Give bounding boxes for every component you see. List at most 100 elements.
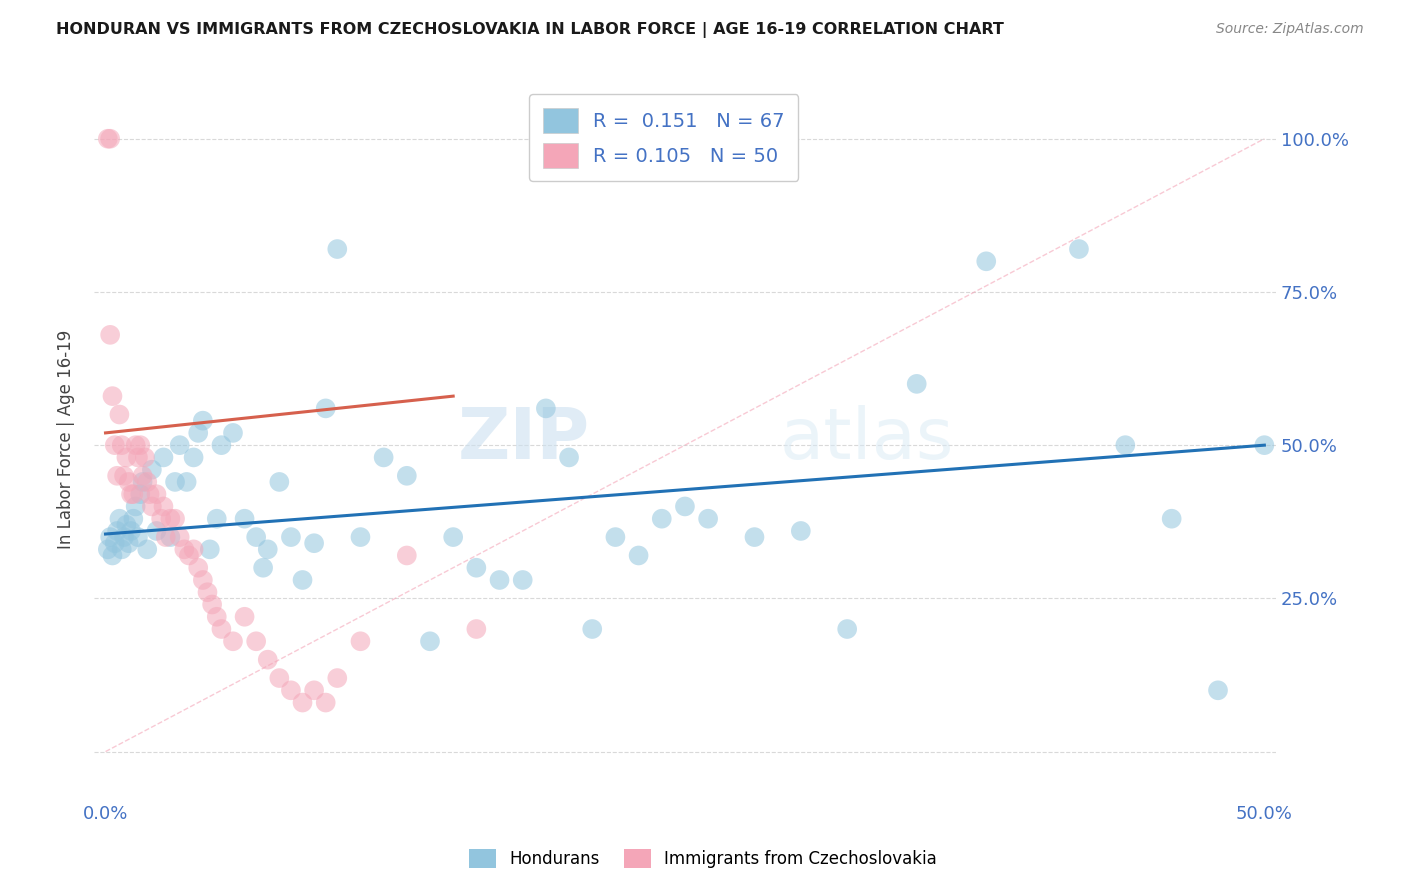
Point (651, 512, 673, 526)
Point (1253, 438, 1275, 452)
Point (104, 438, 127, 452)
Point (198, 542, 221, 557)
Point (197, 585, 219, 599)
Point (905, 376, 928, 391)
Point (136, 475, 159, 489)
Point (627, 549, 650, 563)
Point (837, 622, 859, 636)
Point (129, 438, 152, 452)
Point (209, 438, 232, 452)
Point (141, 463, 163, 477)
Point (134, 450, 156, 465)
Point (373, 450, 395, 465)
Point (187, 560, 209, 574)
Point (155, 530, 177, 544)
Point (150, 512, 173, 526)
Point (141, 500, 163, 514)
Point (256, 653, 278, 667)
Point (697, 512, 720, 526)
Point (131, 475, 153, 489)
Point (326, 242, 349, 256)
Point (98, 327, 121, 342)
Point (222, 425, 245, 440)
Point (269, 475, 291, 489)
Point (105, 524, 128, 538)
Point (534, 401, 557, 416)
Point (101, 549, 124, 563)
Point (152, 500, 174, 514)
Point (169, 530, 191, 544)
Point (974, 254, 997, 268)
Point (488, 573, 510, 587)
Point (256, 542, 278, 557)
Point (349, 634, 371, 648)
Point (97, 542, 120, 557)
Point (131, 468, 153, 483)
Point (191, 414, 214, 428)
Y-axis label: In Labor Force | Age 16-19: In Labor Force | Age 16-19 (58, 329, 75, 549)
Point (122, 512, 145, 526)
Point (222, 634, 245, 648)
Point (673, 500, 696, 514)
Point (152, 450, 174, 465)
Point (605, 530, 627, 544)
Point (233, 512, 256, 526)
Text: HONDURAN VS IMMIGRANTS FROM CZECHOSLOVAKIA IN LABOR FORCE | AGE 16-19 CORRELATIO: HONDURAN VS IMMIGRANTS FROM CZECHOSLOVAK… (56, 22, 1004, 38)
Point (419, 634, 441, 648)
Point (98, 132, 121, 146)
Point (395, 468, 418, 483)
Point (118, 536, 141, 550)
Point (183, 542, 205, 557)
Text: atlas: atlas (779, 405, 953, 474)
Point (127, 450, 149, 465)
Point (465, 560, 488, 574)
Point (177, 549, 200, 563)
Point (101, 389, 124, 403)
Point (129, 487, 152, 501)
Point (201, 598, 224, 612)
Point (302, 536, 325, 550)
Point (169, 438, 191, 452)
Point (176, 475, 198, 489)
Point (581, 622, 603, 636)
Point (245, 634, 267, 648)
Text: Source: ZipAtlas.com: Source: ZipAtlas.com (1216, 22, 1364, 37)
Point (165, 475, 187, 489)
Legend: R =  0.151   N = 67, R = 0.105   N = 50: R = 0.151 N = 67, R = 0.105 N = 50 (529, 95, 799, 181)
Point (315, 696, 337, 710)
Point (441, 530, 464, 544)
Point (280, 683, 302, 698)
Point (349, 530, 371, 544)
Point (145, 487, 167, 501)
Point (187, 425, 209, 440)
Point (291, 573, 314, 587)
Point (105, 468, 128, 483)
Point (138, 487, 160, 501)
Point (159, 530, 181, 544)
Point (1160, 512, 1182, 526)
Text: ZIP: ZIP (458, 405, 591, 474)
Point (112, 530, 135, 544)
Point (744, 530, 766, 544)
Point (558, 450, 581, 465)
Point (291, 696, 314, 710)
Point (122, 487, 145, 501)
Point (252, 560, 274, 574)
Point (790, 524, 813, 538)
Point (205, 609, 228, 624)
Point (127, 530, 149, 544)
Point (1114, 438, 1136, 452)
Point (465, 622, 488, 636)
Point (233, 609, 256, 624)
Point (115, 450, 138, 465)
Point (159, 512, 181, 526)
Point (136, 542, 159, 557)
Point (191, 573, 214, 587)
Point (120, 487, 142, 501)
Point (124, 438, 146, 452)
Point (512, 573, 534, 587)
Point (108, 408, 131, 422)
Point (111, 438, 134, 452)
Point (111, 542, 134, 557)
Point (115, 517, 138, 532)
